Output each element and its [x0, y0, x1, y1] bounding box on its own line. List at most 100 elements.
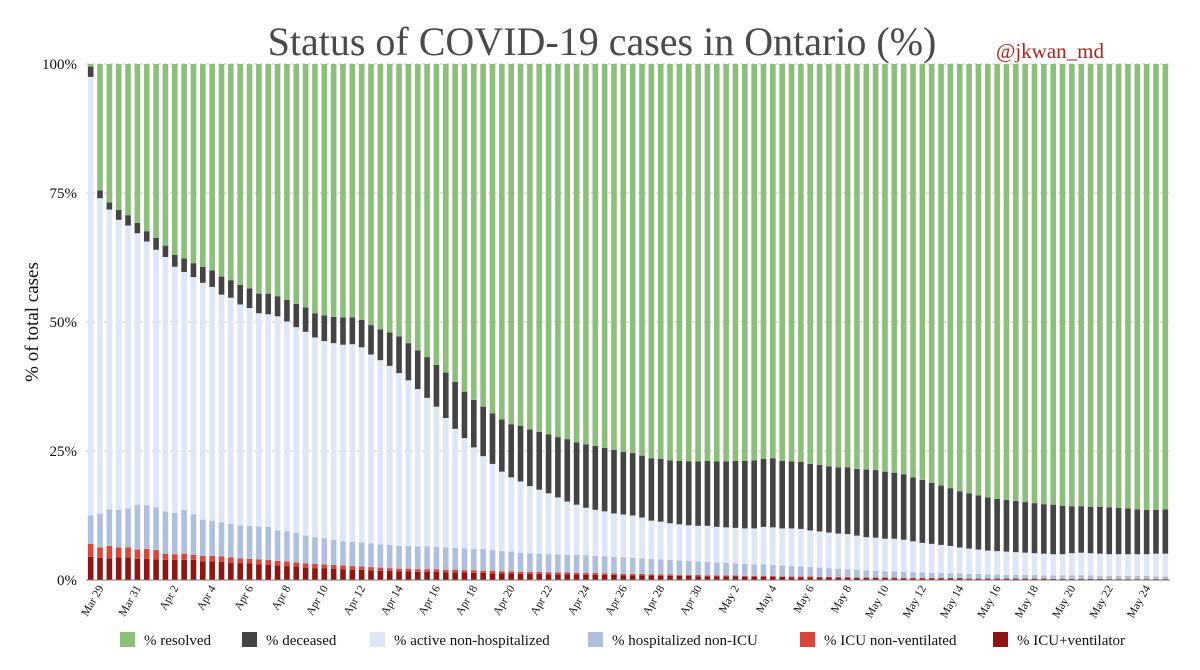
bar-segment-hospitalized-non-icu	[1125, 575, 1131, 579]
bar-segment-resolved	[629, 64, 636, 454]
bar-segment-deceased	[181, 258, 187, 272]
bar-segment-resolved	[956, 64, 963, 492]
bar-column	[891, 64, 898, 580]
bar-segment-deceased	[246, 288, 253, 309]
bar-segment-deceased	[256, 293, 262, 314]
bar-segment-icu-ventilator	[555, 574, 561, 580]
bar-segment-icu-non-ventilated	[424, 569, 430, 572]
bar-segment-resolved	[1115, 64, 1122, 508]
bar-segment-icu-non-ventilated	[872, 577, 879, 578]
y-tick-label: 100%	[42, 57, 77, 73]
bar-segment-icu-non-ventilated	[125, 547, 131, 558]
bar-segment-resolved	[162, 64, 169, 246]
bar-segment-hospitalized-non-icu	[723, 562, 729, 576]
bar-segment-icu-ventilator	[732, 576, 739, 580]
bar-segment-deceased	[1059, 505, 1066, 555]
bar-segment-active-non-hospitalized	[872, 537, 879, 571]
bar-segment-resolved	[480, 64, 486, 407]
bar-segment-hospitalized-non-icu	[704, 561, 711, 576]
bar-segment-icu-non-ventilated	[228, 557, 234, 563]
bar-segment-icu-non-ventilated	[508, 571, 514, 574]
bar-segment-resolved	[798, 64, 804, 462]
bar-segment-resolved	[704, 64, 711, 461]
bar-segment-icu-ventilator	[1003, 578, 1010, 580]
bar-segment-active-non-hospitalized	[573, 504, 580, 555]
bar-segment-hospitalized-non-icu	[499, 551, 505, 572]
bar-segment-resolved	[1022, 64, 1028, 503]
bar-segment-hospitalized-non-icu	[1059, 575, 1066, 579]
bar-segment-deceased	[1115, 507, 1122, 555]
bar-segment-icu-non-ventilated	[742, 575, 748, 577]
bar-segment-deceased	[284, 299, 290, 322]
bar-segment-icu-non-ventilated	[358, 566, 365, 570]
bar-segment-deceased	[1153, 509, 1159, 554]
bar-segment-deceased	[1050, 504, 1056, 555]
bar-segment-icu-ventilator	[237, 563, 243, 580]
bar-segment-hospitalized-non-icu	[508, 551, 514, 572]
bar-segment-icu-non-ventilated	[629, 573, 636, 576]
bar-segment-deceased	[807, 463, 814, 531]
x-tick-label: May 18	[1013, 583, 1041, 620]
bar-segment-hospitalized-non-icu	[863, 570, 870, 578]
bar-segment-hospitalized-non-icu	[1013, 574, 1019, 579]
x-tick-label: Apr 26	[603, 583, 630, 617]
bar-segment-hospitalized-non-icu	[900, 571, 907, 578]
bar-segment-resolved	[592, 64, 599, 446]
bar-segment-icu-non-ventilated	[611, 573, 617, 575]
bar-segment-icu-non-ventilated	[844, 576, 851, 578]
bar-column	[620, 64, 627, 580]
bar-segment-icu-ventilator	[228, 562, 234, 580]
bar-segment-resolved	[1031, 64, 1038, 504]
bar-segment-resolved	[433, 64, 440, 365]
bar-segment-resolved	[826, 64, 832, 467]
bar-segment-icu-non-ventilated	[975, 578, 982, 579]
bar-column	[835, 64, 842, 580]
bar-segment-hospitalized-non-icu	[676, 560, 683, 575]
bar-column	[900, 64, 907, 580]
bar-segment-active-non-hospitalized	[396, 373, 402, 546]
bar-segment-icu-non-ventilated	[489, 570, 496, 574]
bar-segment-resolved	[555, 64, 561, 438]
bar-segment-active-non-hospitalized	[405, 380, 412, 546]
bar-segment-icu-non-ventilated	[639, 573, 645, 576]
x-tick-label: Apr 16	[417, 583, 444, 617]
bar-segment-hospitalized-non-icu	[171, 512, 178, 555]
bar-segment-active-non-hospitalized	[545, 493, 552, 555]
bar-segment-icu-non-ventilated	[732, 575, 739, 577]
legend-swatch	[800, 632, 815, 647]
bar-segment-deceased	[377, 329, 384, 361]
bar-segment-active-non-hospitalized	[891, 538, 898, 572]
bar-segment-deceased	[592, 445, 599, 510]
bar-segment-active-non-hospitalized	[377, 360, 384, 545]
bar-segment-icu-non-ventilated	[1115, 578, 1122, 580]
bar-segment-icu-ventilator	[910, 578, 916, 580]
bar-segment-active-non-hospitalized	[667, 523, 673, 560]
bar-segment-deceased	[844, 467, 851, 535]
bar-segment-active-non-hospitalized	[1087, 553, 1094, 576]
bar-segment-icu-ventilator	[246, 563, 253, 580]
bar-segment-deceased	[433, 364, 440, 407]
bar-segment-icu-ventilator	[1013, 578, 1019, 580]
bar-column	[349, 64, 356, 580]
bar-segment-active-non-hospitalized	[928, 543, 935, 573]
bar-column	[517, 64, 524, 580]
bar-segment-icu-ventilator	[1041, 578, 1047, 580]
bar-segment-icu-non-ventilated	[452, 569, 458, 573]
bar-segment-icu-non-ventilated	[256, 559, 262, 565]
bar-column	[461, 64, 468, 580]
bar-column	[368, 64, 374, 580]
bar-segment-icu-ventilator	[87, 556, 94, 580]
bar-segment-icu-ventilator	[1050, 578, 1056, 580]
bar-segment-icu-non-ventilated	[994, 578, 1000, 579]
bar-segment-active-non-hospitalized	[115, 219, 122, 510]
bar-segment-hospitalized-non-icu	[181, 509, 187, 554]
bar-segment-resolved	[414, 64, 421, 351]
bar-segment-resolved	[770, 64, 776, 459]
bar-segment-hospitalized-non-icu	[564, 554, 571, 573]
bar-segment-hospitalized-non-icu	[340, 541, 346, 566]
x-tick-label: Apr 24	[566, 583, 593, 617]
bar-column	[265, 64, 272, 580]
bar-segment-resolved	[639, 64, 645, 456]
bar-segment-icu-ventilator	[480, 572, 486, 580]
bar-segment-hospitalized-non-icu	[629, 557, 636, 574]
